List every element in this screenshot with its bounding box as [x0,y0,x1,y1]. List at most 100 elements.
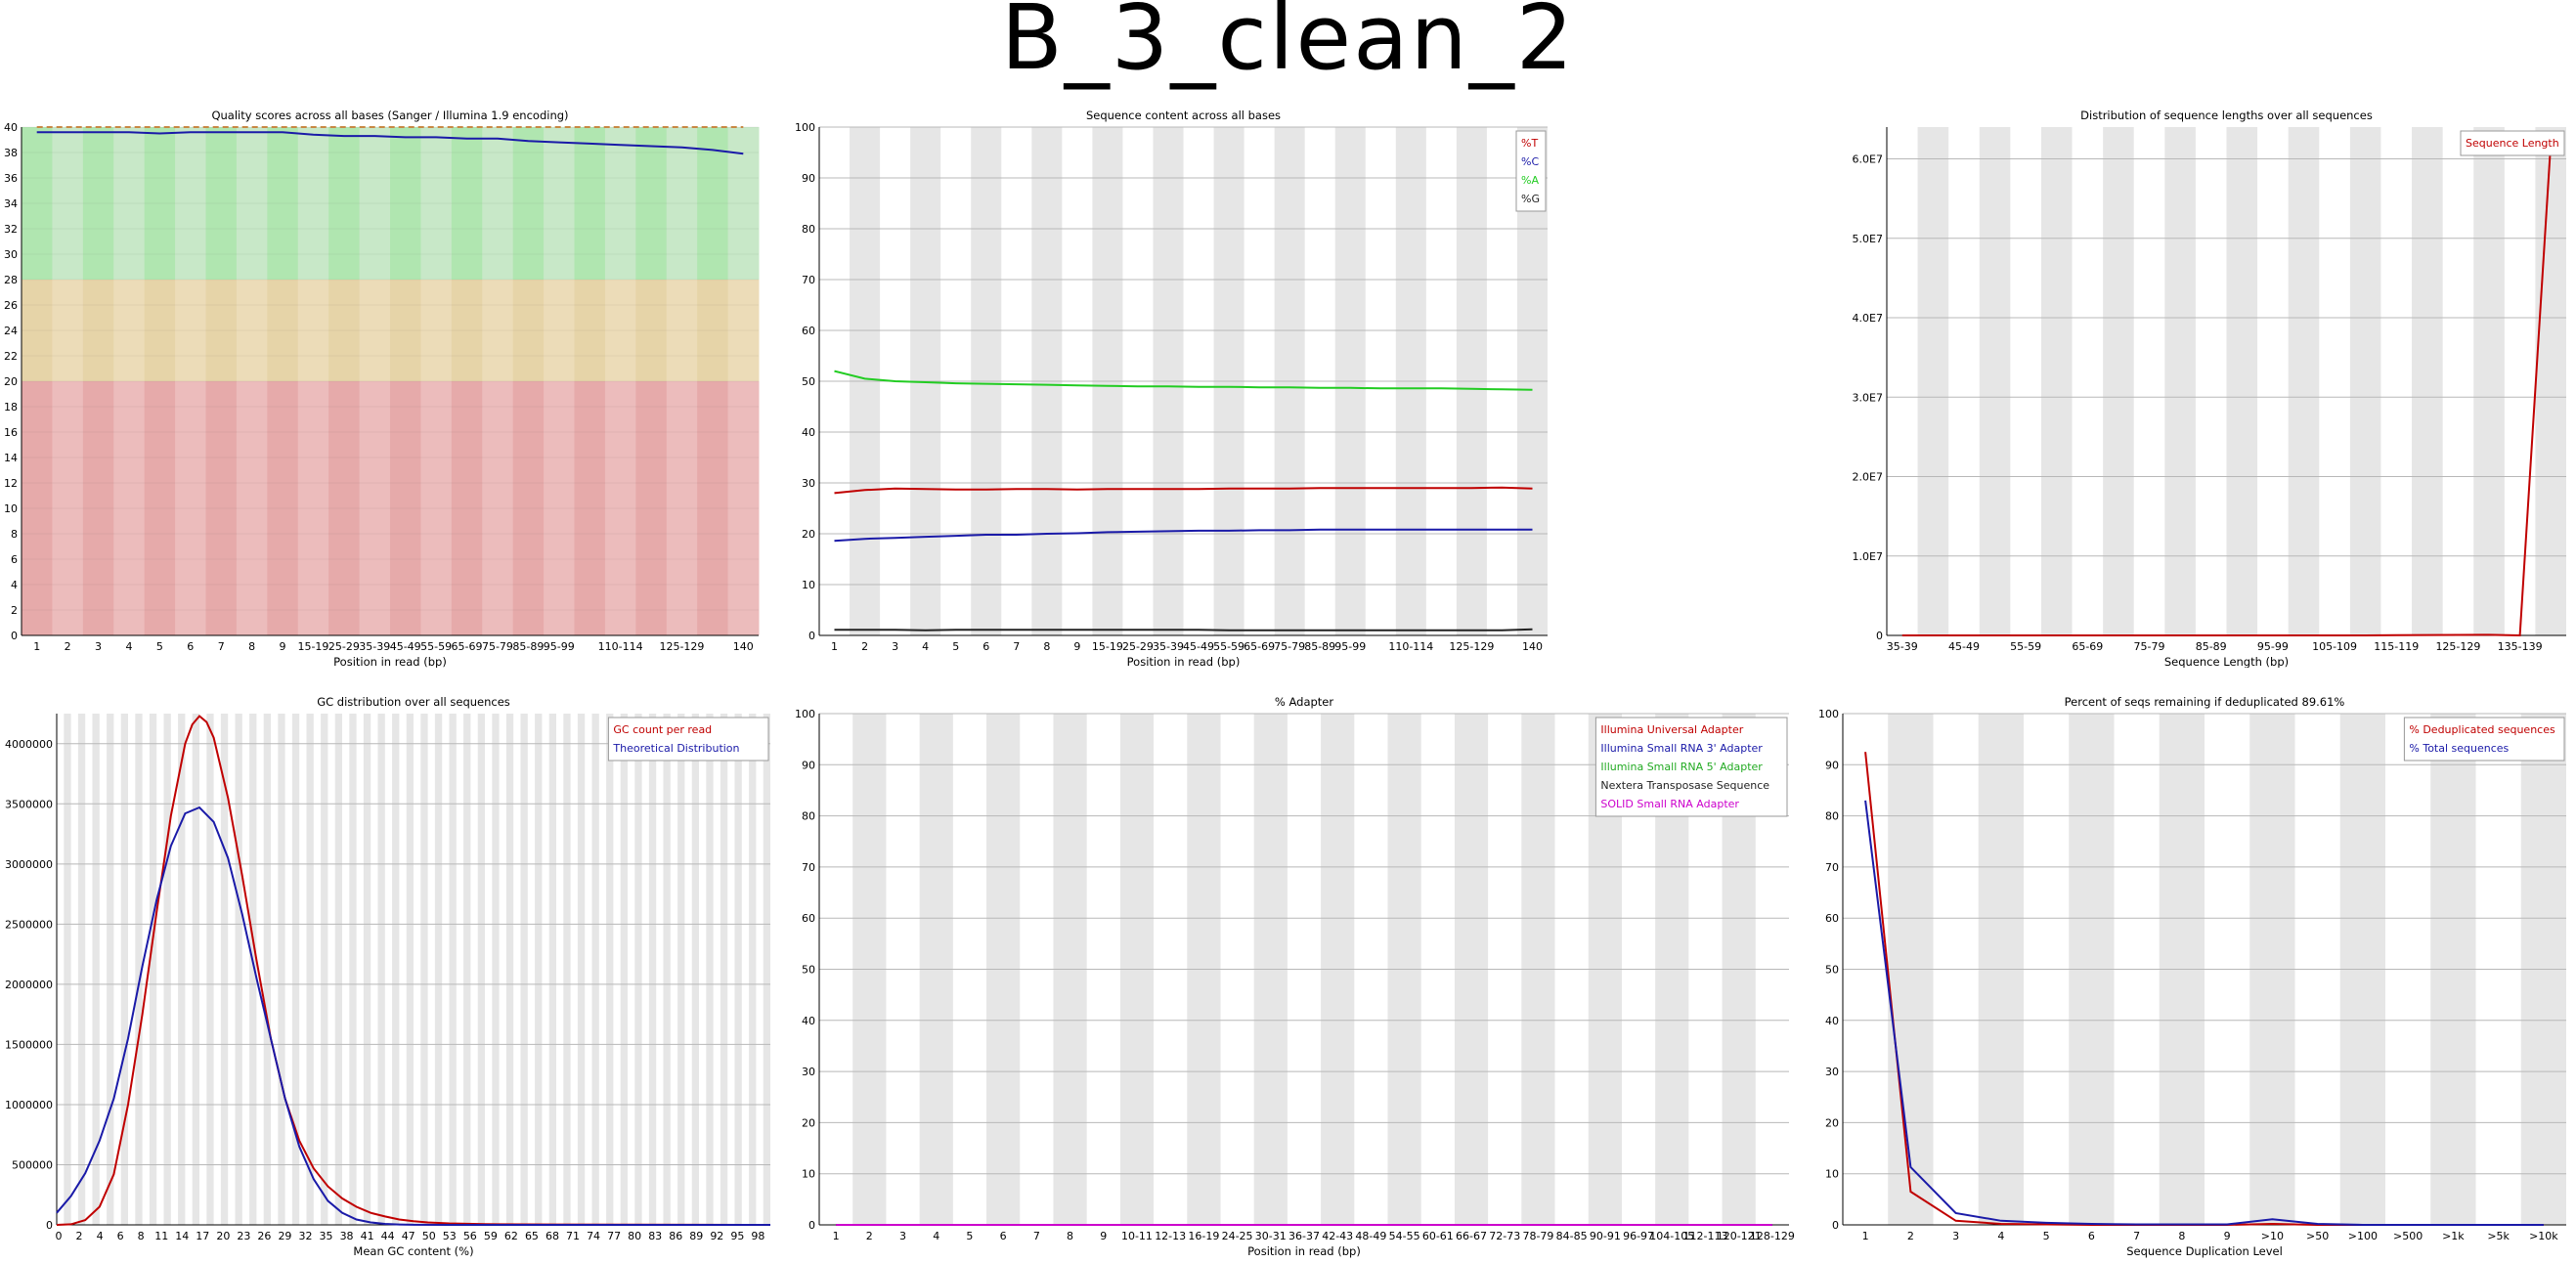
x-tick-label: 3 [95,640,102,653]
quality-band-cell [574,280,606,381]
x-tick-label: 8 [1067,1230,1073,1242]
seq_length-svg: Distribution of sequence lengths over al… [1853,109,2566,668]
gc-distribution-panel: GC distribution over all sequences 0 50000… [0,692,782,1263]
x-tick-label: 6 [117,1230,124,1242]
background-stripe [2226,127,2258,635]
x-tick-label: 6 [1000,1230,1007,1242]
x-tick-label: 90-91 [1590,1230,1621,1242]
quality-band-cell [420,127,453,280]
y-tick-label: 90 [802,759,815,771]
x-tick-label: 85-89 [2196,640,2227,653]
x-tick-label: 84-85 [1556,1230,1588,1242]
y-tick-label: 80 [802,810,815,823]
x-tick-label: 1 [33,640,40,653]
background-stripe [449,714,457,1225]
x-tick-label: 32 [298,1230,312,1242]
x-tick-label: 55-59 [2010,640,2041,653]
background-stripe [278,714,285,1225]
adapter-x-axis-label: Position in read (bp) [1247,1244,1361,1258]
x-tick-label: 4 [1997,1230,2004,1242]
y-tick-label: 20 [1825,1116,1839,1129]
background-stripe [620,714,628,1225]
background-stripe [249,714,257,1225]
y-tick-label: 40 [802,426,815,439]
quality-band-cell [451,280,483,381]
y-tick-label: 40 [802,1015,815,1027]
x-tick-label: 53 [443,1230,457,1242]
y-tick-label: 90 [1825,759,1839,771]
x-tick-label: 78-79 [1522,1230,1553,1242]
dup-x-axis-label: Sequence Duplication Level [2126,1244,2283,1258]
y-tick-label: 40 [4,121,18,134]
x-tick-label: 71 [566,1230,580,1242]
dup-title: Percent of seqs remaining if deduplicate… [2065,695,2345,709]
background-stripe [206,714,214,1225]
x-tick-label: 41 [361,1230,374,1242]
x-tick-label: 89 [689,1230,703,1242]
y-tick-label: 0 [46,1219,53,1232]
x-tick-label: 85-89 [1304,640,1335,653]
x-tick-label: >1k [2442,1230,2465,1242]
legend-entry: % Deduplicated sequences [2409,723,2555,736]
adapter-svg: % Adapter 0 10 20 30 40 50 60 70 80 90 100 1 2 3 4 5 6 7 8 9… [795,695,1795,1258]
y-tick-label: 50 [802,964,815,977]
background-stripe [77,714,86,1225]
y-tick-label: 4.0E7 [1853,312,1883,325]
x-tick-label: 48-49 [1355,1230,1386,1242]
x-tick-label: 25-29 [1122,640,1154,653]
y-tick-label: 10 [802,579,815,591]
background-stripe [135,714,143,1225]
x-tick-label: 140 [1522,640,1543,653]
x-tick-label: 4 [97,1230,104,1242]
background-stripe [291,714,300,1225]
x-tick-label: 24-25 [1222,1230,1253,1242]
background-stripe [563,714,571,1225]
quality-band-cell [113,127,146,280]
quality-band-cell [666,381,698,635]
y-tick-label: 3000000 [5,858,53,871]
y-tick-label: 6.0E7 [1853,153,1883,166]
x-tick-label: 65-69 [1244,640,1275,653]
x-tick-label: 112-113 [1682,1230,1727,1242]
background-stripe [520,714,528,1225]
background-stripe [263,714,271,1225]
x-tick-label: 2 [1907,1230,1914,1242]
legend-entry: %G [1521,193,1540,205]
quality-band-cell [328,280,361,381]
x-tick-label: 6 [2088,1230,2095,1242]
legend-entry: % Total sequences [2409,742,2509,755]
y-tick-label: 24 [4,325,18,337]
adapter-title: % Adapter [1275,695,1333,709]
background-stripe [306,714,314,1225]
background-stripe [64,714,71,1225]
background-stripe [648,714,657,1225]
y-tick-label: 38 [4,147,18,159]
sequence-content-panel: Sequence content across all bases 0 10 20 30… [782,106,1564,668]
x-tick-label: 45-49 [390,640,421,653]
quality-band-cell [512,280,545,381]
background-stripe [2535,127,2566,635]
y-tick-label: 18 [4,401,18,414]
y-tick-label: 60 [802,325,815,337]
quality-band-cell [544,127,575,280]
background-stripe [2473,127,2505,635]
x-tick-label: 92 [710,1230,723,1242]
background-stripe [363,714,371,1225]
x-tick-label: >10k [2529,1230,2558,1242]
quality-band-cell [666,127,698,280]
background-stripe [163,714,171,1225]
x-tick-label: 3 [892,640,898,653]
legend-entry: SOLID Small RNA Adapter [1600,798,1739,810]
x-tick-label: 0 [56,1230,63,1242]
seq_length-title: Distribution of sequence lengths over al… [2080,109,2373,122]
seq_length-legend [2460,130,2565,156]
quality-band-cell [328,127,361,280]
x-tick-label: 5 [966,1230,973,1242]
y-tick-label: 100 [795,121,815,134]
x-tick-label: 128-129 [1750,1230,1795,1242]
y-tick-label: 60 [802,912,815,925]
x-tick-label: 95-99 [544,640,575,653]
y-tick-label: 90 [802,172,815,185]
quality-band-cell [52,280,84,381]
x-tick-label: 2 [65,640,71,653]
